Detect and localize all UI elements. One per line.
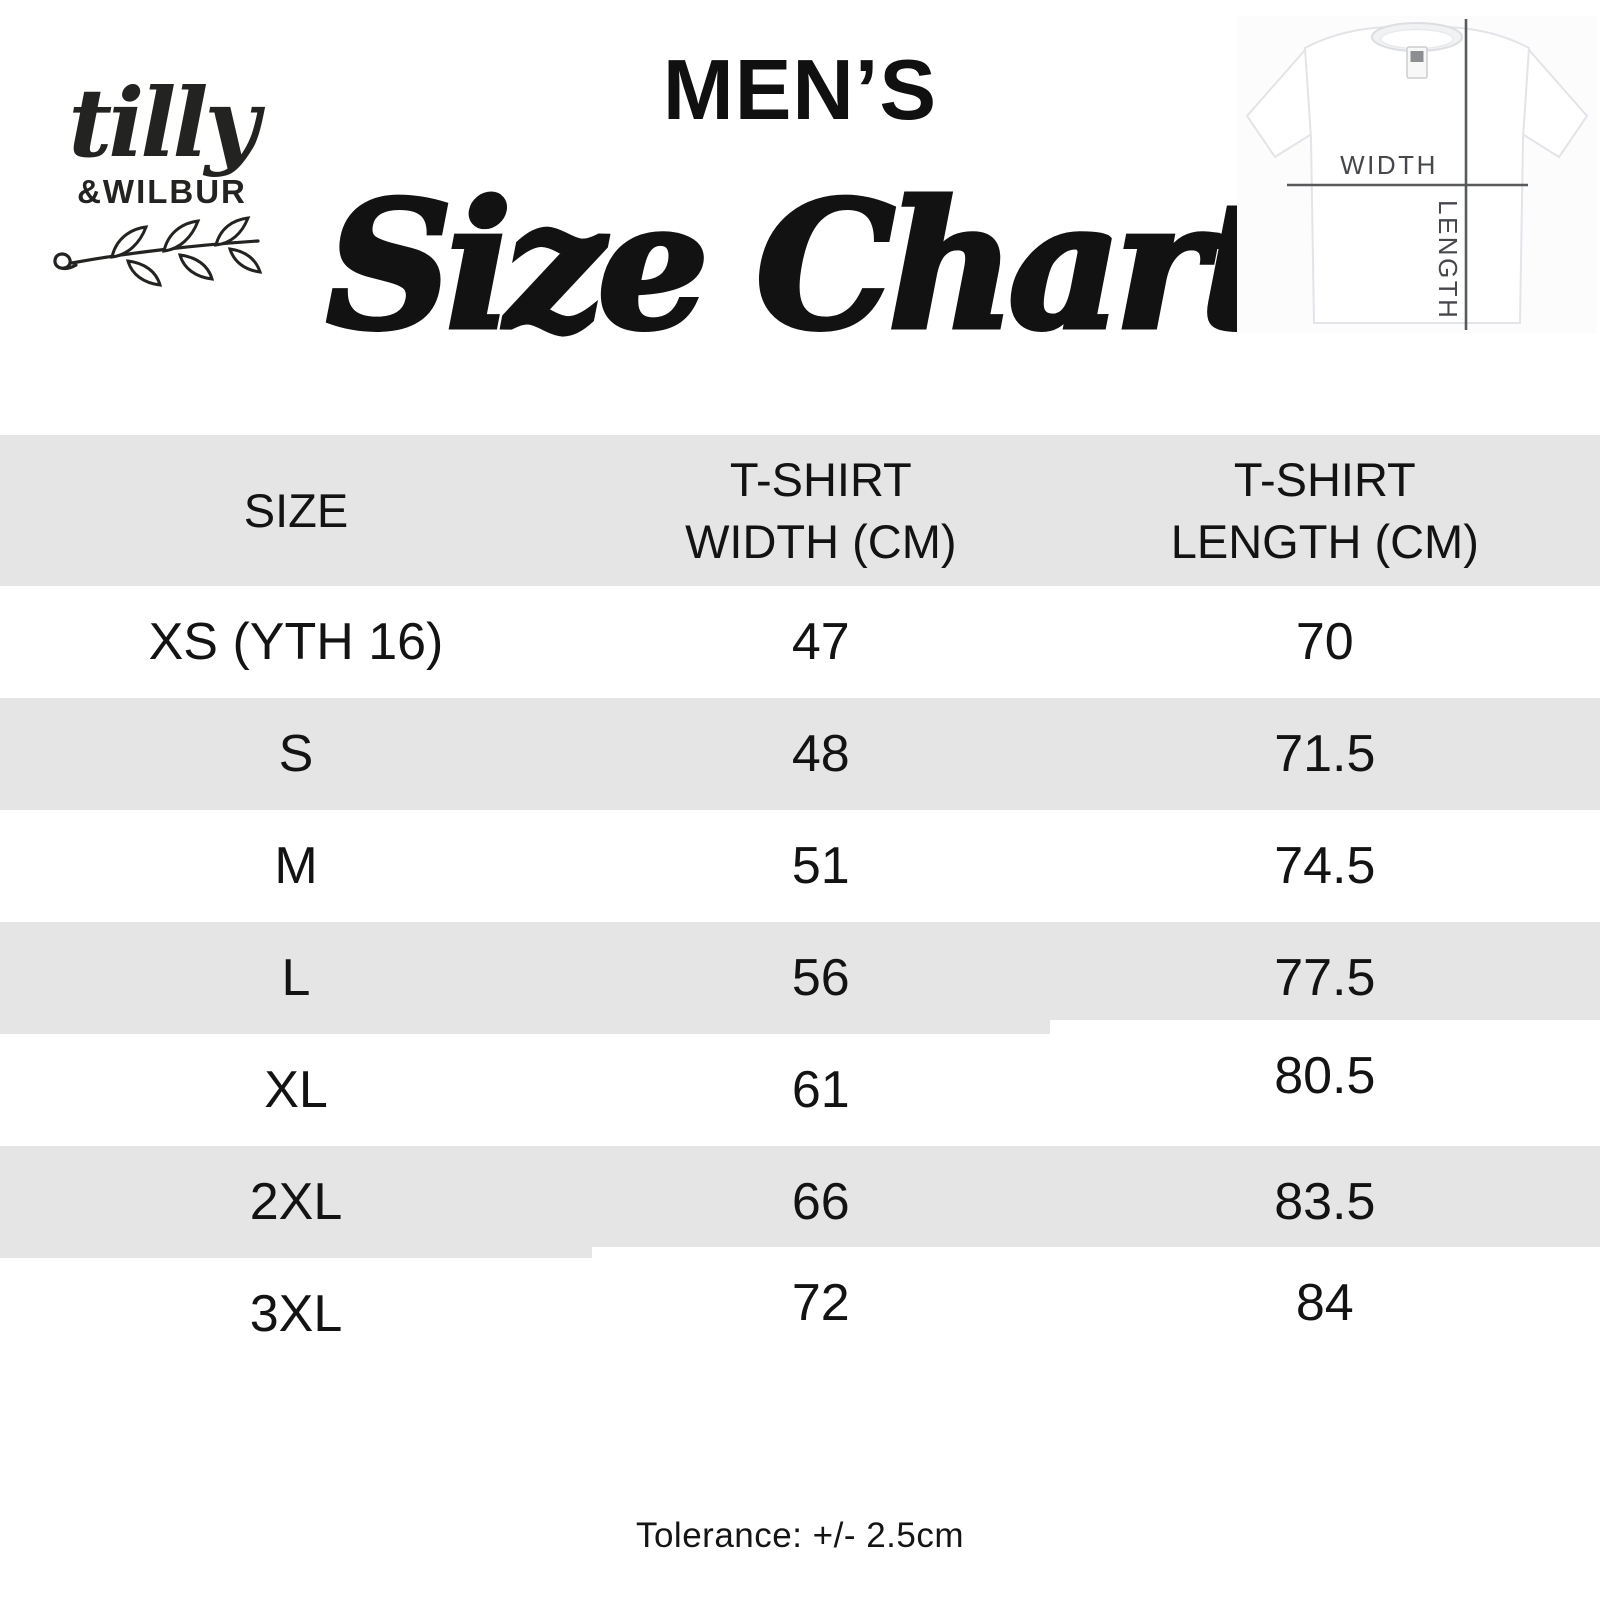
width-cell: 61 <box>791 1061 850 1119</box>
size-cell: 3XL <box>249 1285 343 1343</box>
width-cell: 47 <box>791 613 850 671</box>
table-row: L 56 77.5 <box>0 922 1600 1034</box>
laurel-branch-icon <box>36 215 288 296</box>
table-row: XS (YTH 16) 47 70 <box>0 586 1600 698</box>
tee-neck-tag-print <box>1410 51 1424 62</box>
tolerance-note: Tolerance: +/- 2.5cm <box>635 1516 965 1555</box>
length-cell: 70 <box>1295 613 1354 671</box>
size-table: SIZE T-SHIRT WIDTH (CM) T-SHIRT LENGTH (… <box>0 435 1600 1370</box>
category-heading: MEN’S <box>662 43 938 138</box>
width-cell: 51 <box>791 837 850 895</box>
table-row: M 51 74.5 <box>0 810 1600 922</box>
length-cell: 77.5 <box>1274 949 1376 1007</box>
col-header-size: SIZE <box>243 483 349 537</box>
length-cell: 80.5 <box>1274 1047 1376 1105</box>
brand-name-script: tilly <box>68 68 259 179</box>
size-cell: M <box>274 837 318 895</box>
width-cell: 66 <box>791 1173 850 1231</box>
width-cell: 48 <box>791 725 850 783</box>
table-header-row: SIZE T-SHIRT WIDTH (CM) T-SHIRT LENGTH (… <box>0 435 1600 586</box>
width-cell: 56 <box>791 949 850 1007</box>
brand-name-sub: &WILBUR <box>77 172 247 210</box>
page-title: Size Chart <box>324 162 1283 372</box>
size-cell: XL <box>264 1061 328 1119</box>
size-cell: S <box>278 725 314 783</box>
table-row: 3XL 72 84 <box>0 1258 1600 1370</box>
size-cell: L <box>281 949 311 1007</box>
table-row: S 48 71.5 <box>0 698 1600 810</box>
length-cell: 71.5 <box>1274 725 1376 783</box>
width-label: WIDTH <box>1340 150 1438 180</box>
length-cell: 84 <box>1295 1274 1354 1332</box>
length-label: LENGTH <box>1433 200 1463 320</box>
col-header-width: T-SHIRT WIDTH (CM) <box>685 452 957 568</box>
table-row: XL 61 80.5 <box>0 1034 1600 1146</box>
tshirt-photo: WIDTH LENGTH <box>1237 16 1597 334</box>
length-cell: 83.5 <box>1274 1173 1376 1231</box>
col-header-length: T-SHIRT LENGTH (CM) <box>1170 452 1479 568</box>
table-row: 2XL 66 83.5 <box>0 1146 1600 1258</box>
tee-collar-inner <box>1380 28 1454 50</box>
length-cell: 74.5 <box>1274 837 1376 895</box>
size-cell: 2XL <box>249 1173 343 1231</box>
brand-logo: tilly &WILBUR <box>36 68 288 296</box>
size-cell: XS (YTH 16) <box>148 613 444 671</box>
width-cell: 72 <box>791 1274 850 1332</box>
